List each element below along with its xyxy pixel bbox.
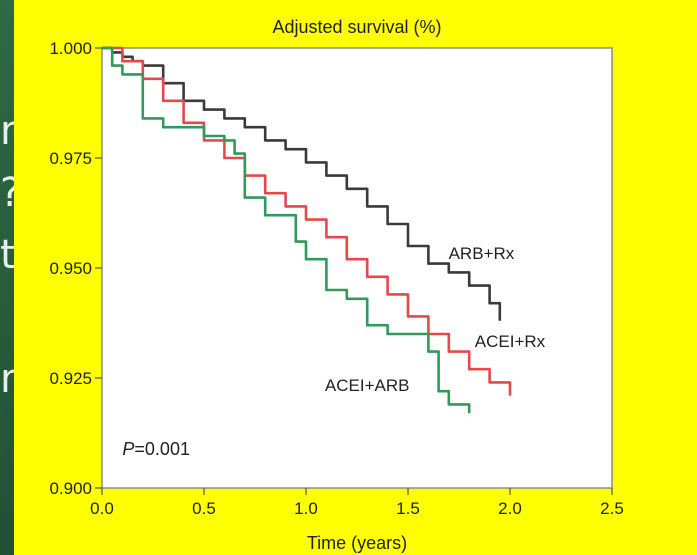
x-tick-label: 0.0	[90, 499, 114, 518]
series-label-acei-rx: ACEI+Rx	[475, 332, 546, 351]
x-axis-label: Time (years)	[307, 533, 407, 553]
chart-title: Adjusted survival (%)	[272, 17, 441, 37]
series-line-acei-arb	[102, 46, 471, 414]
y-tick-label: 0.925	[49, 369, 92, 388]
x-tick-label: 1.5	[396, 499, 420, 518]
series-lines	[102, 46, 512, 414]
p-value-annotation: P=0.001	[122, 439, 190, 459]
x-tick-label: 2.0	[498, 499, 522, 518]
series-label-acei-arb: ACEI+ARB	[325, 376, 410, 395]
y-tick-label: 0.950	[49, 259, 92, 278]
series-label-arb-rx: ARB+Rx	[449, 244, 515, 263]
x-tick-label: 0.5	[192, 499, 216, 518]
survival-chart: Adjusted survival (%) Time (years) 0.0 0.…	[49, 17, 624, 553]
series-line-acei-rx	[102, 46, 512, 396]
x-tick-label: 1.0	[294, 499, 318, 518]
chart-figure: Adjusted survival (%) Time (years) 0.0 0.…	[14, 0, 697, 555]
y-axis-ticks: 0.900 0.925 0.950 0.975 1.000	[49, 39, 102, 498]
y-tick-label: 0.900	[49, 479, 92, 498]
y-tick-label: 1.000	[49, 39, 92, 58]
series-labels: ARB+Rx ACEI+Rx ACEI+ARB	[325, 244, 546, 395]
x-tick-label: 2.5	[600, 499, 624, 518]
plot-area	[101, 47, 613, 489]
y-tick-label: 0.975	[49, 149, 92, 168]
x-axis-ticks: 0.0 0.5 1.0 1.5 2.0 2.5	[90, 488, 624, 518]
